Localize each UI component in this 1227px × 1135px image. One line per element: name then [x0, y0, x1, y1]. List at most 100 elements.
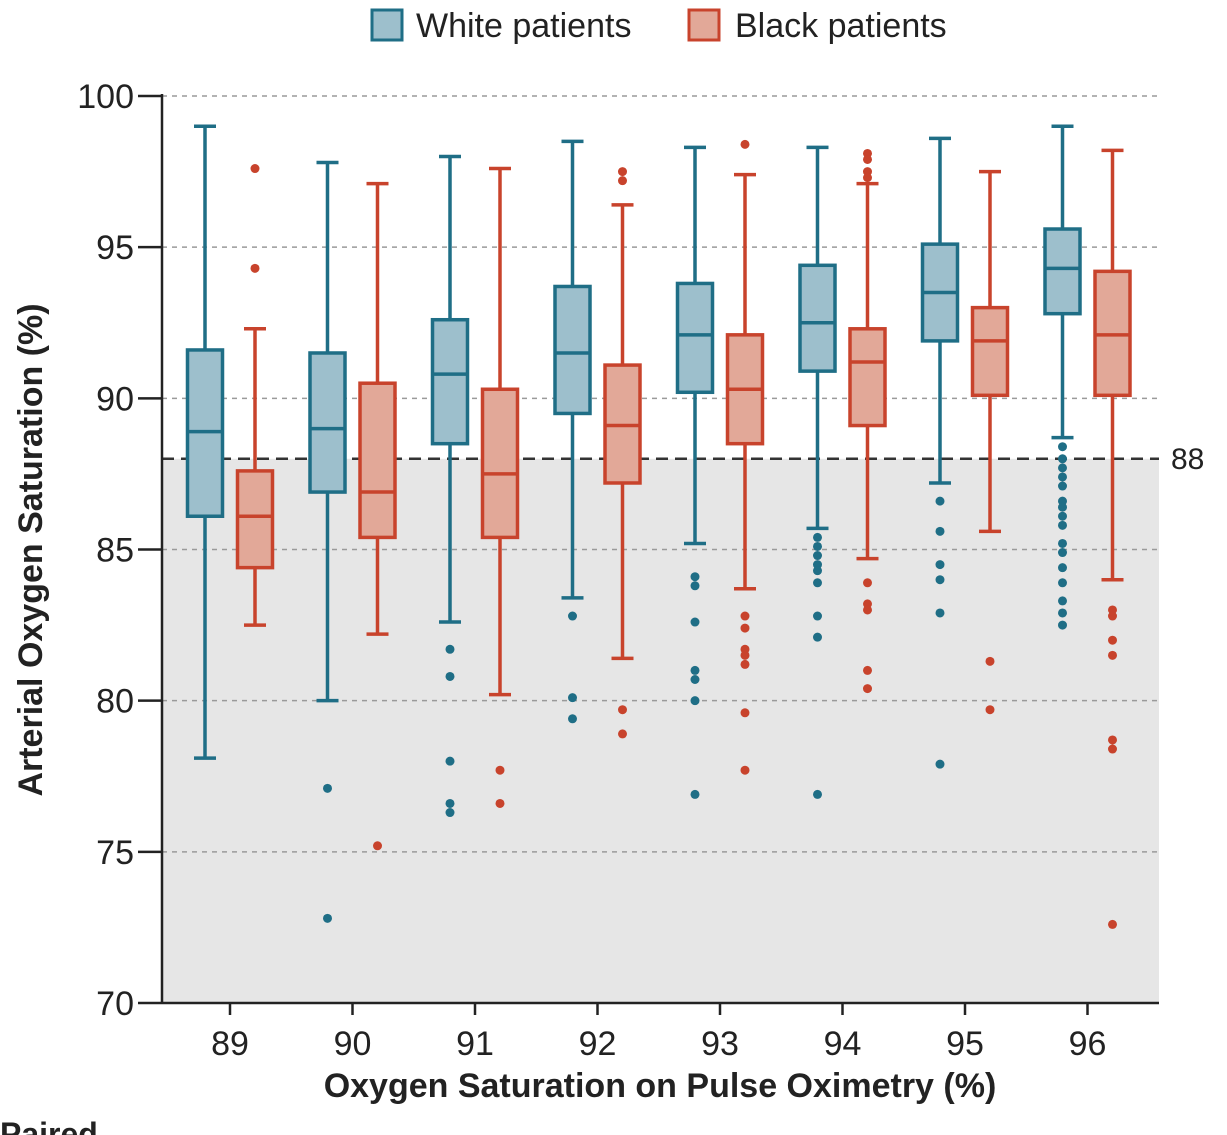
outlier-point-0 — [740, 139, 750, 149]
box-white-95 — [920, 136, 960, 769]
outlier-point-8 — [813, 789, 822, 799]
outlier-point-8 — [863, 684, 872, 694]
box-iqr — [235, 469, 275, 570]
box-white-96 — [1043, 124, 1082, 630]
box-black-90 — [358, 181, 397, 851]
outlier-point-1 — [250, 263, 260, 273]
box-black-95 — [970, 169, 1010, 715]
outlier-point-2 — [445, 756, 455, 766]
legend: White patients Black patients — [370, 7, 947, 45]
outlier-point-9 — [1058, 538, 1067, 548]
outlier-point-4 — [1108, 735, 1117, 745]
outlier-point-0 — [373, 841, 382, 851]
outlier-point-11 — [1058, 563, 1067, 573]
outlier-point-1 — [495, 798, 505, 808]
outlier-point-5 — [690, 696, 700, 706]
outlier-point-7 — [740, 765, 750, 775]
outlier-point-3 — [1108, 650, 1117, 660]
shaded-region-below-88 — [162, 458, 1159, 1003]
box-iqr — [848, 327, 887, 428]
box-iqr — [798, 263, 837, 373]
outlier-point-4 — [813, 566, 822, 576]
x-tick-label-93: 93 — [701, 1025, 739, 1063]
outlier-point-0 — [250, 164, 260, 174]
outlier-point-3 — [690, 665, 700, 675]
outlier-point-4 — [740, 650, 750, 660]
outlier-point-4 — [445, 808, 455, 818]
outlier-point-0 — [323, 783, 332, 793]
x-tick-label-94: 94 — [824, 1025, 862, 1063]
outlier-point-6 — [1108, 919, 1117, 929]
y-tick-label-75: 75 — [96, 834, 134, 872]
outlier-point-2 — [1108, 635, 1117, 645]
legend-swatch-black — [687, 8, 721, 42]
box-white-93 — [675, 145, 715, 799]
y-axis-title: Arterial Oxygen Saturation (%) — [12, 303, 50, 796]
outlier-point-0 — [690, 572, 700, 582]
outlier-point-8 — [1058, 520, 1067, 530]
box-iqr — [430, 317, 470, 446]
box-black-92 — [603, 167, 642, 739]
outlier-point-1 — [445, 671, 455, 681]
box-iqr — [675, 281, 715, 395]
outlier-point-2 — [935, 560, 945, 570]
box-white-89 — [185, 124, 225, 760]
outlier-point-4 — [863, 578, 872, 588]
gridlines — [162, 95, 1159, 853]
outlier-point-6 — [1058, 502, 1067, 512]
x-tick-label-92: 92 — [579, 1025, 617, 1063]
y-tick-label-85: 85 — [96, 532, 134, 570]
box-iqr — [1043, 227, 1082, 316]
outlier-point-0 — [1058, 442, 1067, 452]
outlier-point-3 — [445, 798, 455, 808]
legend-label-white: White patients — [416, 7, 631, 45]
box-black-91 — [480, 166, 520, 808]
outlier-point-4 — [1058, 481, 1067, 491]
box-black-96 — [1093, 148, 1132, 929]
outlier-point-4 — [935, 608, 945, 618]
outlier-point-13 — [1058, 596, 1067, 606]
outlier-point-3 — [935, 575, 945, 585]
outlier-point-7 — [1058, 511, 1067, 521]
box-black-89 — [235, 164, 275, 627]
outlier-point-0 — [985, 656, 995, 666]
outlier-point-0 — [495, 765, 505, 775]
y-tick-label-70: 70 — [96, 985, 134, 1023]
panel-label: Paired — [0, 1116, 98, 1135]
outlier-point-2 — [1058, 463, 1067, 473]
legend-swatch-white — [370, 8, 404, 42]
x-axis-title: Oxygen Saturation on Pulse Oximetry (%) — [324, 1067, 997, 1105]
outlier-point-1 — [740, 611, 750, 621]
outlier-point-1 — [813, 541, 822, 551]
outlier-point-7 — [813, 632, 822, 642]
boxes — [185, 124, 1132, 929]
outlier-point-2 — [568, 714, 577, 724]
box-white-92 — [553, 139, 592, 724]
outlier-point-1 — [985, 705, 995, 715]
outlier-point-2 — [618, 705, 627, 715]
outlier-point-6 — [740, 708, 750, 718]
outlier-point-2 — [740, 623, 750, 633]
outlier-point-1 — [1108, 611, 1117, 621]
outlier-point-4 — [690, 675, 700, 685]
outlier-point-14 — [1058, 608, 1067, 618]
outlier-point-3 — [1058, 472, 1067, 482]
outlier-point-12 — [1058, 578, 1067, 588]
outlier-point-3 — [863, 173, 872, 183]
box-iqr — [358, 381, 397, 540]
outlier-point-1 — [568, 693, 577, 703]
x-tick-label-96: 96 — [1069, 1025, 1107, 1063]
box-white-90 — [308, 160, 347, 923]
outlier-point-0 — [935, 496, 945, 506]
box-black-94 — [848, 148, 887, 694]
x-tick-label-90: 90 — [334, 1025, 372, 1063]
y-tick-label-90: 90 — [96, 380, 134, 418]
x-tick-label-95: 95 — [946, 1025, 984, 1063]
box-white-91 — [430, 154, 470, 818]
outlier-point-0 — [445, 644, 455, 654]
y-tick-label-95: 95 — [96, 229, 134, 267]
box-iqr — [970, 305, 1010, 398]
outlier-point-6 — [863, 605, 872, 615]
tick-labels: 70 75 80 85 90 95 100 89 90 91 92 93 94 95 96 — [77, 78, 1106, 1063]
x-tick-label-91: 91 — [456, 1025, 494, 1063]
